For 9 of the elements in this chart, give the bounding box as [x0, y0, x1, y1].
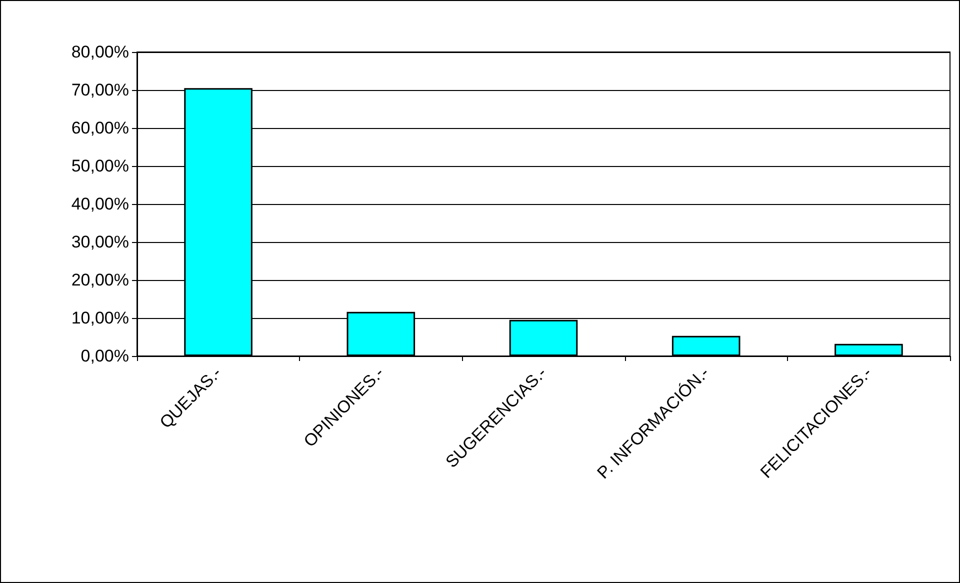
y-tick-label: 30,00% — [71, 232, 129, 252]
y-tick-label: 20,00% — [71, 270, 129, 290]
y-tick-label: 80,00% — [71, 42, 129, 62]
y-tick-label: 50,00% — [71, 156, 129, 176]
y-tick-label: 10,00% — [71, 308, 129, 328]
y-tick-label: 60,00% — [71, 118, 129, 138]
y-tick-label: 40,00% — [71, 194, 129, 214]
y-tick-label: 70,00% — [71, 80, 129, 100]
y-tick-label: 0,00% — [80, 346, 129, 366]
